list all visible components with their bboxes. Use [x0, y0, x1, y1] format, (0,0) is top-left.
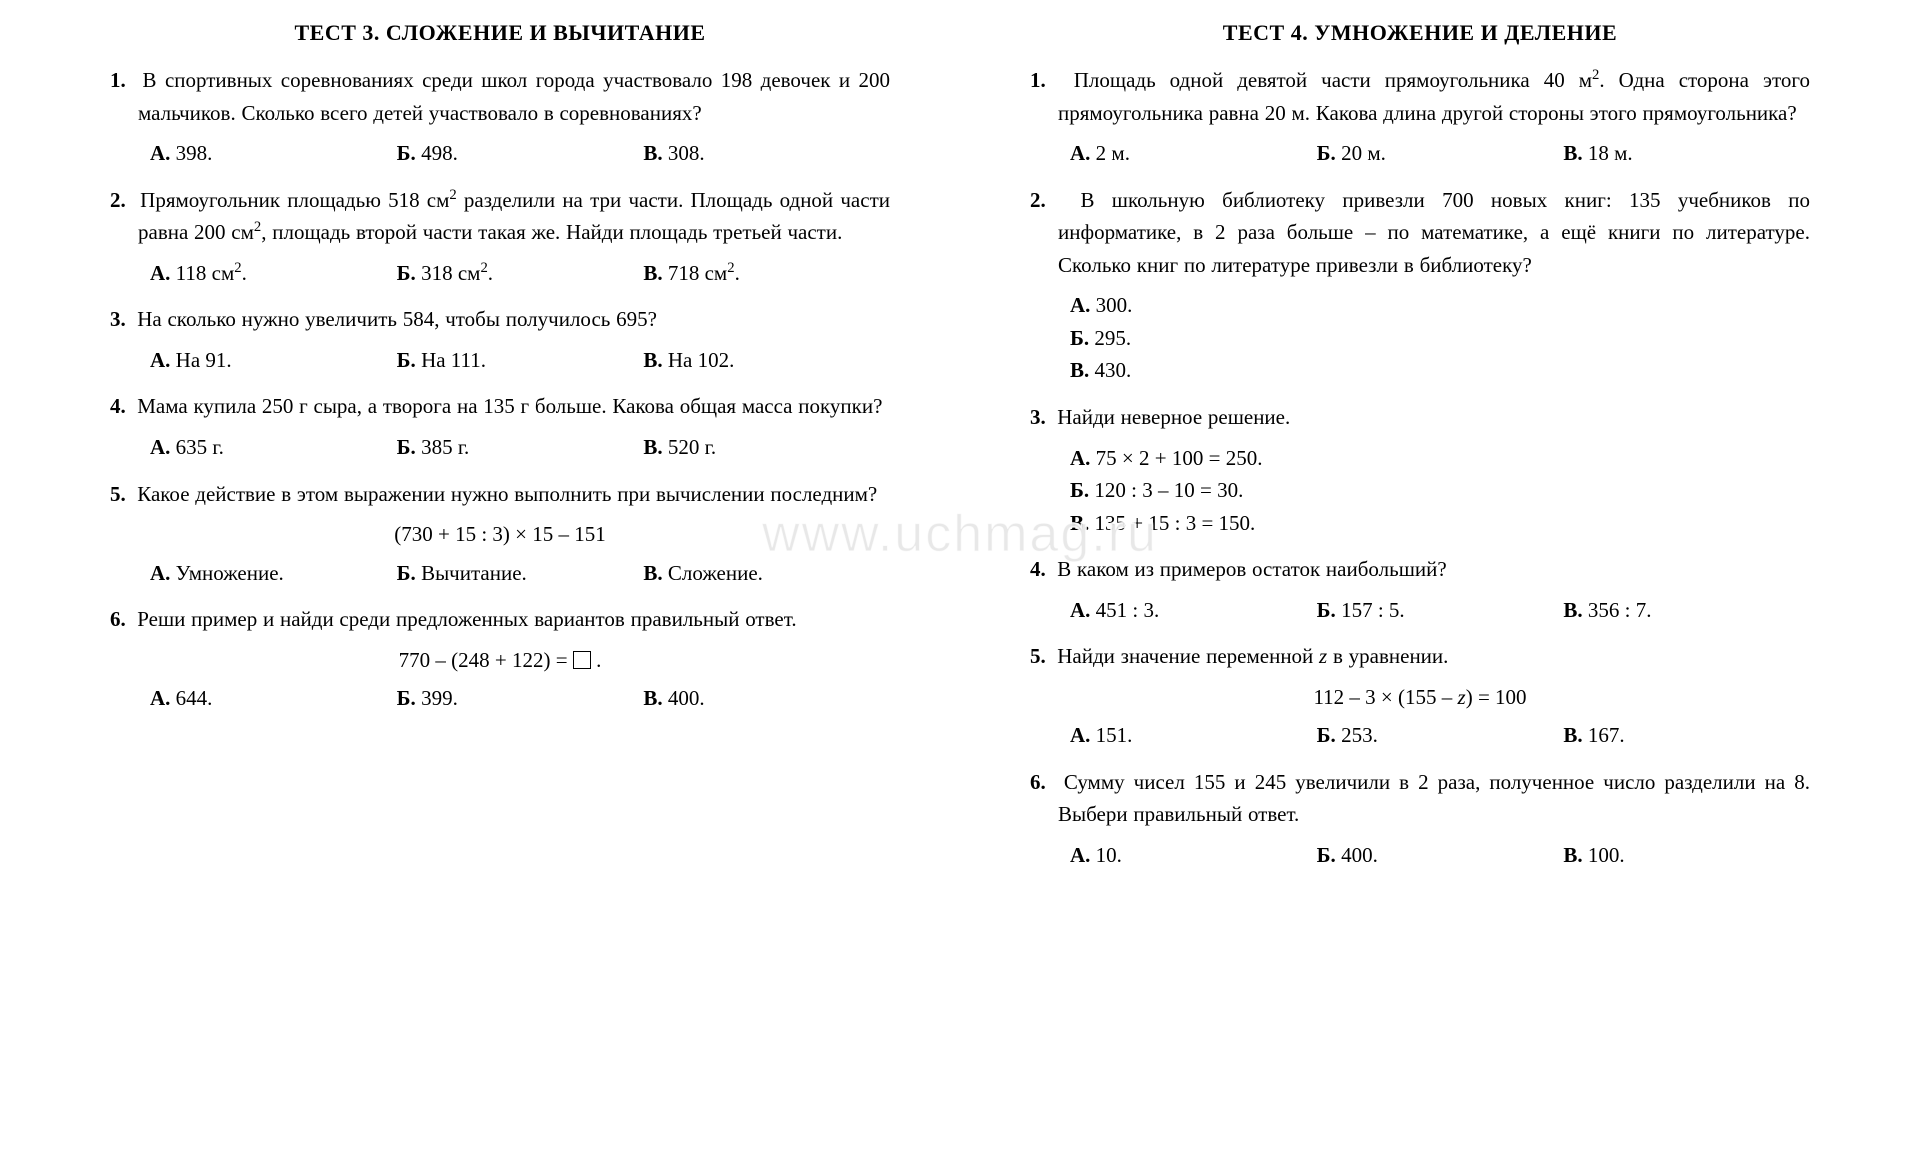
page: ТЕСТ 3. СЛОЖЕНИЕ И ВЫЧИТАНИЕ 1. В спорти…	[0, 0, 1920, 1172]
q6-opt-a: А. 644.	[150, 682, 397, 715]
answer-box-icon	[573, 651, 591, 669]
r-q5-formula: 112 – 3 × (155 – z) = 100	[1030, 681, 1810, 714]
q5-formula: (730 + 15 : 3) × 15 – 151	[110, 518, 890, 551]
r-q6-opt-a: А. 10.	[1070, 839, 1317, 872]
q5-opt-b: Б. Вычитание.	[397, 557, 644, 590]
q2-opt-c: В. 718 см2.	[643, 257, 890, 290]
q3-text: 3. На сколько нужно увеличить 584, чтобы…	[110, 303, 890, 336]
r-q2-body: В школьную библиотеку привезли 700 новых…	[1058, 188, 1810, 277]
q4-text: 4. Мама купила 250 г сыра, а творога на …	[110, 390, 890, 423]
r-q2-opt-a: А. 300.	[1070, 289, 1810, 322]
q4-opt-b: Б. 385 г.	[397, 431, 644, 464]
r-q1-opt-c: В. 18 м.	[1563, 137, 1810, 170]
r-q1-opt-a: А. 2 м.	[1070, 137, 1317, 170]
r-q2-num: 2.	[1030, 188, 1046, 212]
q4-opt-a: А. 635 г.	[150, 431, 397, 464]
r-q5-opt-b: Б. 253.	[1317, 719, 1564, 752]
q1-opt-b: Б. 498.	[397, 137, 644, 170]
q4-num: 4.	[110, 394, 126, 418]
r-q2-options: А. 300. Б. 295. В. 430.	[1030, 289, 1810, 387]
r-q3-num: 3.	[1030, 405, 1046, 429]
q3-options: А. На 91. Б. На 111. В. На 102.	[110, 344, 890, 377]
r-q5-text: 5. Найди значение переменной z в уравнен…	[1030, 640, 1810, 673]
q6-opt-b: Б. 399.	[397, 682, 644, 715]
q3-opt-c: В. На 102.	[643, 344, 890, 377]
variable-z: z	[1319, 644, 1327, 668]
r-q6-opt-b: Б. 400.	[1317, 839, 1564, 872]
q3-opt-b: Б. На 111.	[397, 344, 644, 377]
q5-num: 5.	[110, 482, 126, 506]
q1-body: В спортивных соревнованиях среди школ го…	[138, 68, 890, 125]
q2-options: А. 118 см2. Б. 318 см2. В. 718 см2.	[110, 257, 890, 290]
r-q2-text: 2. В школьную библиотеку привезли 700 но…	[1030, 184, 1810, 282]
r-q2-opt-c: В. 430.	[1070, 354, 1810, 387]
q3-body: На сколько нужно увеличить 584, чтобы по…	[137, 307, 657, 331]
q5-text: 5. Какое действие в этом выражении нужно…	[110, 478, 890, 511]
r-q6-options: А. 10. Б. 400. В. 100.	[1030, 839, 1810, 872]
r-q3-options: А. 75 × 2 + 100 = 250. Б. 120 : 3 – 10 =…	[1030, 442, 1810, 540]
r-q4-body: В каком из примеров остаток наибольший?	[1057, 557, 1446, 581]
r-q4-options: А. 451 : 3. Б. 157 : 5. В. 356 : 7.	[1030, 594, 1810, 627]
r-q4-text: 4. В каком из примеров остаток наибольши…	[1030, 553, 1810, 586]
q1-opt-c: В. 308.	[643, 137, 890, 170]
q6-opt-c: В. 400.	[643, 682, 890, 715]
r-q1-options: А. 2 м. Б. 20 м. В. 18 м.	[1030, 137, 1810, 170]
r-q6-opt-c: В. 100.	[1563, 839, 1810, 872]
right-column: ТЕСТ 4. УМНОЖЕНИЕ И ДЕЛЕНИЕ 1. Площадь о…	[960, 0, 1920, 1172]
r-q5-opt-a: А. 151.	[1070, 719, 1317, 752]
r-q5-num: 5.	[1030, 644, 1046, 668]
q5-body: Какое действие в этом выражении нужно вы…	[137, 482, 877, 506]
q2-num: 2.	[110, 188, 126, 212]
q2-text: 2. Прямоугольник площадью 518 см2 раздел…	[110, 184, 890, 249]
r-q6-body: Сумму чисел 155 и 245 увеличили в 2 раза…	[1058, 770, 1810, 827]
r-q1-opt-b: Б. 20 м.	[1317, 137, 1564, 170]
q2-opt-a: А. 118 см2.	[150, 257, 397, 290]
q3-opt-a: А. На 91.	[150, 344, 397, 377]
q2-opt-b: Б. 318 см2.	[397, 257, 644, 290]
q6-formula: 770 – (248 + 122) = .	[110, 644, 890, 677]
r-q4-opt-c: В. 356 : 7.	[1563, 594, 1810, 627]
left-column: ТЕСТ 3. СЛОЖЕНИЕ И ВЫЧИТАНИЕ 1. В спорти…	[0, 0, 960, 1172]
q5-opt-a: А. Умножение.	[150, 557, 397, 590]
q6-num: 6.	[110, 607, 126, 631]
r-q1-num: 1.	[1030, 68, 1046, 92]
variable-z: z	[1458, 685, 1466, 709]
test4-title: ТЕСТ 4. УМНОЖЕНИЕ И ДЕЛЕНИЕ	[1030, 16, 1810, 50]
q1-text: 1. В спортивных соревнованиях среди школ…	[110, 64, 890, 129]
q1-num: 1.	[110, 68, 126, 92]
q6-text: 6. Реши пример и найди среди предложенны…	[110, 603, 890, 636]
r-q3-body: Найди неверное решение.	[1057, 405, 1290, 429]
q3-num: 3.	[110, 307, 126, 331]
r-q3-opt-c: В. 135 + 15 : 3 = 150.	[1070, 507, 1810, 540]
r-q4-num: 4.	[1030, 557, 1046, 581]
r-q3-opt-b: Б. 120 : 3 – 10 = 30.	[1070, 474, 1810, 507]
r-q5-options: А. 151. Б. 253. В. 167.	[1030, 719, 1810, 752]
q4-body: Мама купила 250 г сыра, а творога на 135…	[137, 394, 882, 418]
q1-opt-a: А. 398.	[150, 137, 397, 170]
q5-opt-c: В. Сложение.	[643, 557, 890, 590]
r-q4-opt-b: Б. 157 : 5.	[1317, 594, 1564, 627]
r-q6-num: 6.	[1030, 770, 1046, 794]
q6-options: А. 644. Б. 399. В. 400.	[110, 682, 890, 715]
q6-body: Реши пример и найди среди предложенных в…	[137, 607, 796, 631]
test3-title: ТЕСТ 3. СЛОЖЕНИЕ И ВЫЧИТАНИЕ	[110, 16, 890, 50]
r-q5-opt-c: В. 167.	[1563, 719, 1810, 752]
r-q3-opt-a: А. 75 × 2 + 100 = 250.	[1070, 442, 1810, 475]
r-q4-opt-a: А. 451 : 3.	[1070, 594, 1317, 627]
q1-options: А. 398. Б. 498. В. 308.	[110, 137, 890, 170]
r-q3-text: 3. Найди неверное решение.	[1030, 401, 1810, 434]
r-q1-text: 1. Площадь одной девятой части прямоугол…	[1030, 64, 1810, 129]
q4-opt-c: В. 520 г.	[643, 431, 890, 464]
r-q6-text: 6. Сумму чисел 155 и 245 увеличили в 2 р…	[1030, 766, 1810, 831]
q4-options: А. 635 г. Б. 385 г. В. 520 г.	[110, 431, 890, 464]
r-q2-opt-b: Б. 295.	[1070, 322, 1810, 355]
q5-options: А. Умножение. Б. Вычитание. В. Сложение.	[110, 557, 890, 590]
